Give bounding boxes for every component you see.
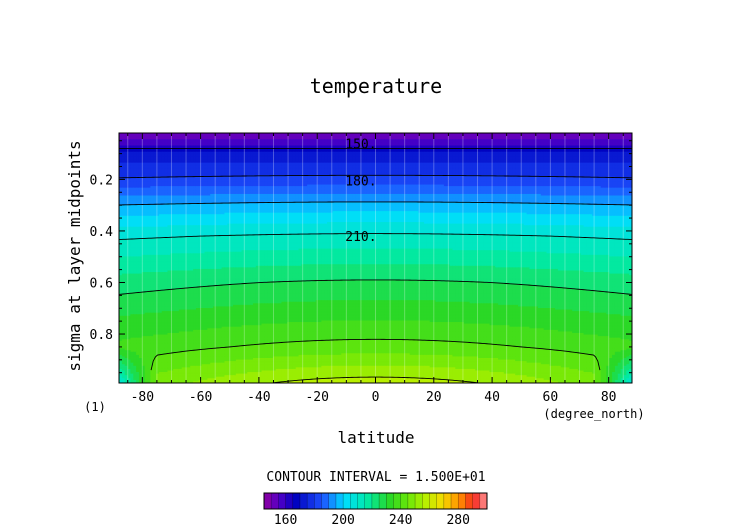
- chart-title: temperature: [310, 74, 442, 98]
